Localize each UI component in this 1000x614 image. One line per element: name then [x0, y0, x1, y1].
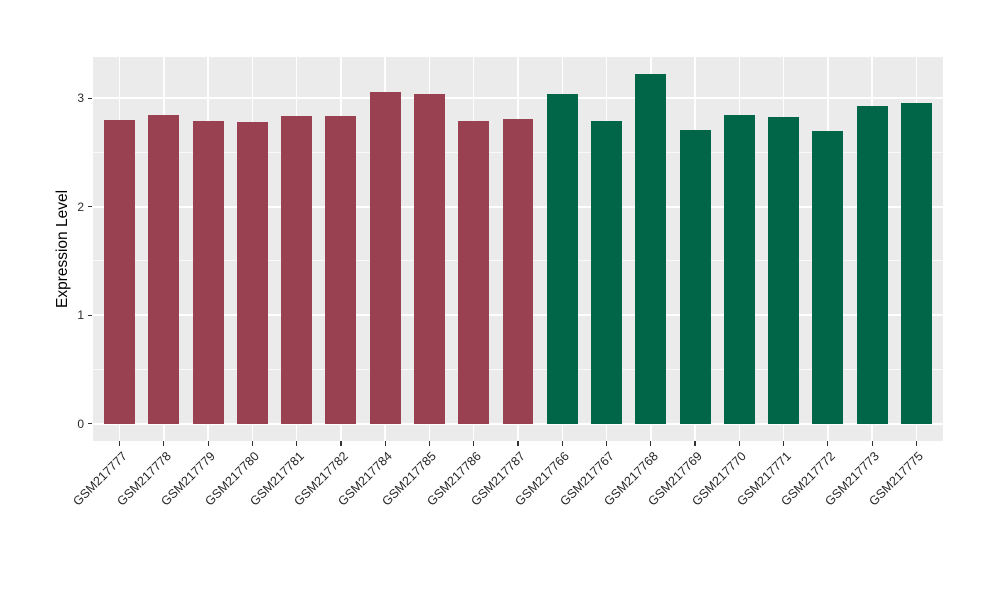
x-tick-label: GSM217781	[247, 449, 307, 509]
x-tick-mark	[207, 441, 209, 446]
x-tick-mark	[473, 441, 475, 446]
x-tick-label: GSM217772	[778, 449, 838, 509]
x-tick-label: GSM217775	[866, 449, 927, 509]
y-tick-mark	[88, 206, 92, 208]
bar	[768, 116, 800, 424]
x-tick-label: GSM217782	[291, 449, 351, 509]
bar	[281, 115, 313, 424]
x-tick-mark	[650, 441, 652, 446]
x-tick-label: GSM217784	[335, 449, 396, 509]
x-tick-mark	[827, 441, 829, 446]
x-tick-label: GSM217767	[556, 449, 617, 509]
plot-panel	[93, 57, 943, 441]
x-tick-mark	[605, 441, 608, 446]
x-tick-label: GSM217778	[114, 449, 174, 509]
bar	[900, 102, 932, 424]
gridline-horizontal-major	[93, 97, 943, 100]
x-tick-mark	[163, 441, 165, 446]
bar	[723, 114, 755, 424]
gridline-horizontal-major	[93, 422, 943, 425]
y-tick-mark	[88, 97, 92, 99]
bar	[502, 118, 534, 424]
bar	[236, 122, 268, 424]
x-tick-mark	[871, 441, 873, 446]
bar	[812, 130, 844, 424]
bar	[635, 74, 667, 424]
y-tick-label: 3	[77, 91, 84, 106]
bars-layer	[93, 57, 943, 441]
bar	[104, 119, 136, 424]
x-tick-label: GSM217770	[689, 449, 750, 509]
x-tick-mark	[694, 441, 696, 446]
bar	[192, 121, 224, 424]
x-tick-label: GSM217773	[822, 449, 883, 509]
x-tick-label: GSM217779	[158, 449, 219, 509]
x-tick-mark	[251, 441, 253, 446]
x-tick-mark	[118, 441, 121, 446]
x-tick-mark	[738, 441, 740, 446]
bar	[546, 93, 578, 424]
x-tick-label: GSM217769	[645, 449, 705, 509]
x-tick-label: GSM217786	[424, 449, 484, 509]
x-tick-mark	[783, 441, 785, 446]
bar	[413, 93, 445, 424]
x-tick-mark	[517, 441, 519, 446]
bar	[325, 115, 357, 424]
x-tick-label: GSM217785	[379, 449, 440, 509]
y-tick-label: 2	[77, 199, 84, 214]
bar	[591, 121, 623, 424]
x-tick-mark	[340, 441, 342, 446]
x-tick-mark	[428, 441, 431, 446]
x-tick-mark	[296, 441, 298, 446]
y-tick-label: 1	[77, 308, 84, 323]
x-tick-label: GSM217771	[733, 449, 794, 509]
x-tick-label: GSM217768	[601, 449, 661, 509]
x-tick-mark	[384, 441, 386, 446]
bar	[856, 105, 888, 424]
x-tick-label: GSM217787	[468, 449, 528, 509]
x-tick-mark	[561, 441, 563, 446]
bar	[369, 91, 401, 424]
x-tick-label: GSM217780	[202, 449, 263, 509]
bar	[679, 129, 711, 424]
y-tick-label: 0	[77, 416, 84, 431]
y-tick-mark	[88, 422, 92, 425]
bar	[458, 121, 490, 424]
bar	[148, 114, 180, 424]
y-tick-mark	[88, 314, 92, 316]
x-tick-mark	[915, 441, 918, 446]
x-tick-label: GSM217766	[512, 449, 573, 509]
